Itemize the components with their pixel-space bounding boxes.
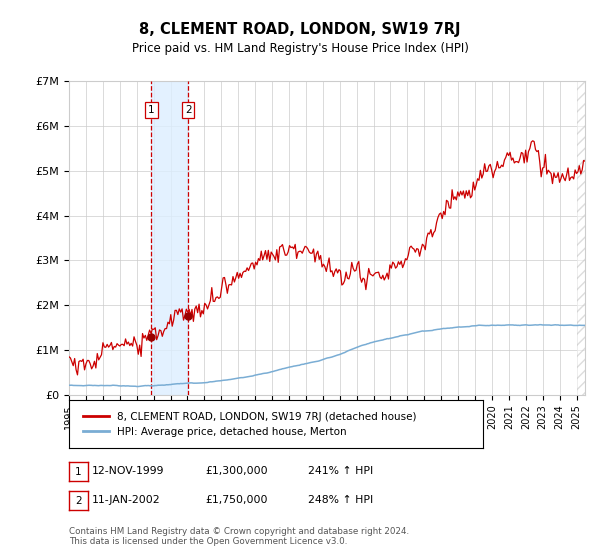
Text: 248% ↑ HPI: 248% ↑ HPI <box>308 495 373 505</box>
Text: 1: 1 <box>75 466 82 477</box>
Text: 1: 1 <box>148 105 155 115</box>
Text: Contains HM Land Registry data © Crown copyright and database right 2024.
This d: Contains HM Land Registry data © Crown c… <box>69 526 409 546</box>
Text: 8, CLEMENT ROAD, LONDON, SW19 7RJ: 8, CLEMENT ROAD, LONDON, SW19 7RJ <box>139 22 461 38</box>
Text: 2: 2 <box>75 496 82 506</box>
Text: 241% ↑ HPI: 241% ↑ HPI <box>308 466 373 476</box>
Text: £1,750,000: £1,750,000 <box>206 495 268 505</box>
Text: £1,300,000: £1,300,000 <box>206 466 268 476</box>
Legend: 8, CLEMENT ROAD, LONDON, SW19 7RJ (detached house), HPI: Average price, detached: 8, CLEMENT ROAD, LONDON, SW19 7RJ (detac… <box>79 408 421 441</box>
Bar <box>151 81 188 395</box>
Text: 11-JAN-2002: 11-JAN-2002 <box>92 495 160 505</box>
Text: 2: 2 <box>185 105 191 115</box>
Text: 12-NOV-1999: 12-NOV-1999 <box>92 466 164 476</box>
Text: Price paid vs. HM Land Registry's House Price Index (HPI): Price paid vs. HM Land Registry's House … <box>131 42 469 55</box>
